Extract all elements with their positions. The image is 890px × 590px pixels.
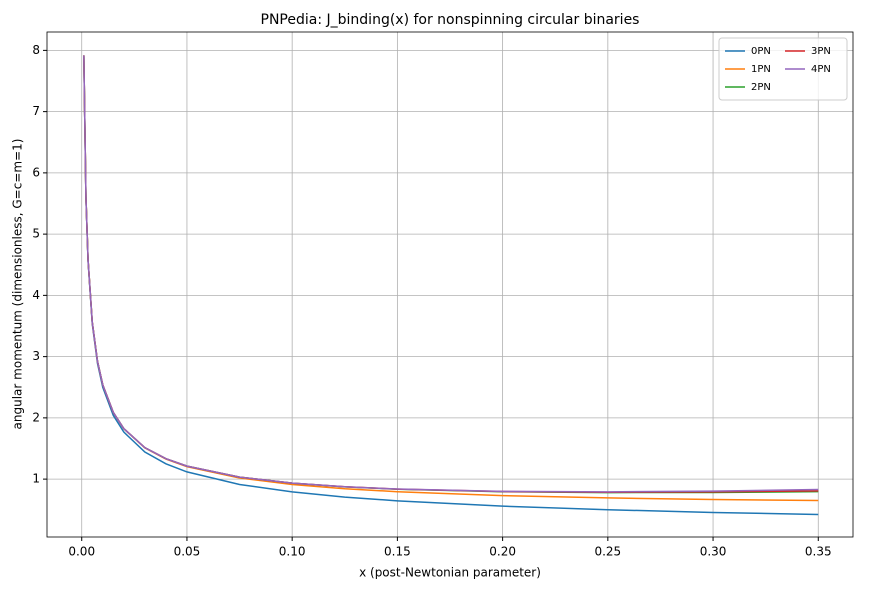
legend-label: 2PN [751,82,771,93]
x-tick-label: 0.05 [174,545,201,559]
x-tick-label: 0.10 [279,545,306,559]
x-axis-label: x (post-Newtonian parameter) [359,566,541,580]
y-tick-label: 3 [32,349,40,363]
x-tick-label: 0.20 [489,545,516,559]
y-tick-label: 5 [32,227,40,241]
legend-label: 3PN [811,46,831,57]
y-tick-label: 8 [32,43,40,57]
series-line [83,55,819,493]
x-tick-label: 0.25 [594,545,621,559]
y-tick-label: 2 [32,410,40,424]
y-tick-label: 7 [32,104,40,118]
y-axis-label: angular momentum (dimensionless, G=c=m=1… [11,139,25,430]
legend-box [718,37,848,101]
y-tick-label: 6 [32,165,40,179]
x-tick-label: 0.15 [384,545,411,559]
legend-label: 0PN [751,46,771,57]
legend-label: 1PN [751,64,771,75]
y-tick-label: 1 [32,472,40,486]
legend-label: 4PN [811,64,831,75]
plot-frame [46,31,854,538]
chart-title: PNPedia: J_binding(x) for nonspinning ci… [261,12,640,28]
y-tick-label: 4 [32,288,40,302]
x-tick-label: 0.00 [68,545,95,559]
x-tick-label: 0.35 [805,545,832,559]
x-tick-label: 0.30 [700,545,727,559]
